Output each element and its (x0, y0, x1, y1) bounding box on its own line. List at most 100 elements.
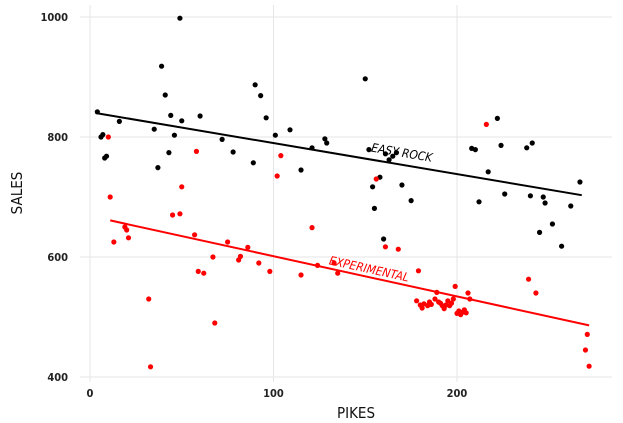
easy-rock-point (485, 169, 491, 175)
experimental-point (432, 296, 438, 302)
easy-rock-point (263, 115, 269, 121)
experimental-point (111, 239, 117, 245)
easy-rock-point (324, 140, 330, 146)
easy-rock-point (166, 150, 172, 156)
easy-rock-point (393, 150, 400, 156)
experimental-point (533, 290, 539, 296)
x-tick-label: 100 (263, 387, 284, 400)
easy-rock-point (158, 63, 165, 69)
experimental-point (331, 260, 337, 266)
easy-rock-point (250, 160, 256, 166)
experimental-point (465, 290, 471, 296)
experimental-point (298, 272, 304, 278)
easy-rock-point (252, 82, 258, 88)
experimental-point (467, 296, 473, 302)
data-points (94, 15, 592, 370)
easy-rock-point (494, 115, 500, 121)
experimental-point (237, 253, 244, 259)
easy-rock-point (230, 149, 236, 155)
easy-rock-point (362, 76, 368, 82)
easy-rock-point (558, 243, 565, 249)
experimental-point (146, 296, 152, 302)
experimental-point (382, 244, 389, 250)
y-tick-label: 600 (47, 251, 68, 264)
experimental-point (414, 298, 420, 304)
experimental-point (434, 289, 440, 295)
easy-rock-point (399, 182, 405, 188)
experimental-point (278, 153, 284, 159)
easy-rock-point (179, 118, 185, 124)
easy-rock-point (542, 200, 548, 206)
experimental-point (584, 331, 590, 337)
experimental-point (245, 244, 251, 250)
experimental-point (463, 310, 469, 316)
easy-rock-point (177, 15, 183, 21)
experimental-point (314, 262, 321, 268)
easy-rock-point (94, 109, 100, 115)
experimental-point (201, 270, 207, 276)
x-tick-label: 200 (447, 387, 468, 400)
experimental-point (274, 173, 280, 179)
x-tick-label: 0 (87, 387, 94, 400)
trend-lines (95, 112, 590, 327)
experimental-point (448, 300, 455, 306)
easy-rock-point (390, 153, 396, 159)
experimental-point (445, 298, 451, 304)
easy-rock-point (549, 221, 556, 227)
easy-rock-point (171, 132, 178, 138)
experimental-point (582, 347, 589, 353)
easy-rock-point (100, 132, 106, 138)
easy-rock-point (536, 229, 543, 235)
easy-rock-point (168, 112, 174, 118)
easy-rock-point (366, 147, 372, 153)
experimental-point (256, 260, 262, 266)
experimental-point (125, 235, 132, 241)
y-tick-label: 1000 (40, 11, 68, 24)
experimental-point (419, 305, 425, 311)
experimental-point (395, 246, 401, 252)
easy-rock-point (151, 126, 157, 132)
easy-rock-point (472, 147, 478, 153)
gridlines (80, 5, 612, 382)
experimental-point (267, 268, 273, 274)
easy-rock-point (287, 127, 293, 133)
easy-rock-point (568, 203, 574, 209)
y-tick-label: 800 (47, 131, 68, 144)
experimental-point (452, 283, 458, 289)
easy-rock-point (408, 198, 414, 204)
tick-labels: 400 600 800 1000 0 100 200 (40, 11, 467, 400)
easy-rock-point (382, 151, 389, 157)
easy-rock-point (476, 199, 482, 205)
easy-rock-point (386, 157, 392, 163)
easy-rock-point (197, 113, 203, 119)
experimental-point (107, 194, 113, 200)
easy-rock-point (219, 136, 225, 142)
experimental-point (373, 176, 379, 182)
experimental-point (212, 320, 218, 326)
experimental-point (169, 212, 176, 218)
easy-rock-point (272, 132, 278, 138)
easy-rock-point (369, 184, 376, 190)
experimental-point (195, 268, 201, 274)
x-axis-title: PIKES (337, 404, 375, 422)
experimental-point (586, 363, 592, 369)
experimental-point (177, 211, 183, 217)
experimental-point (450, 296, 456, 302)
easy-rock-point (116, 118, 122, 124)
easy-rock-point (498, 142, 504, 148)
experimental-point (483, 121, 489, 127)
easy-rock-point (155, 165, 161, 171)
trend-line-experimental (109, 219, 590, 327)
easy-rock-point (103, 153, 110, 159)
experimental-point (428, 301, 434, 307)
y-axis-title: SALES (8, 172, 26, 215)
easy-rock-point (258, 93, 264, 99)
easy-rock-point (162, 92, 168, 98)
experimental-point (225, 239, 231, 245)
easy-rock-point (309, 145, 315, 151)
easy-rock-point (527, 193, 534, 199)
easy-rock-point (322, 136, 328, 142)
experimental-point (147, 364, 154, 370)
experimental-point (210, 254, 216, 260)
